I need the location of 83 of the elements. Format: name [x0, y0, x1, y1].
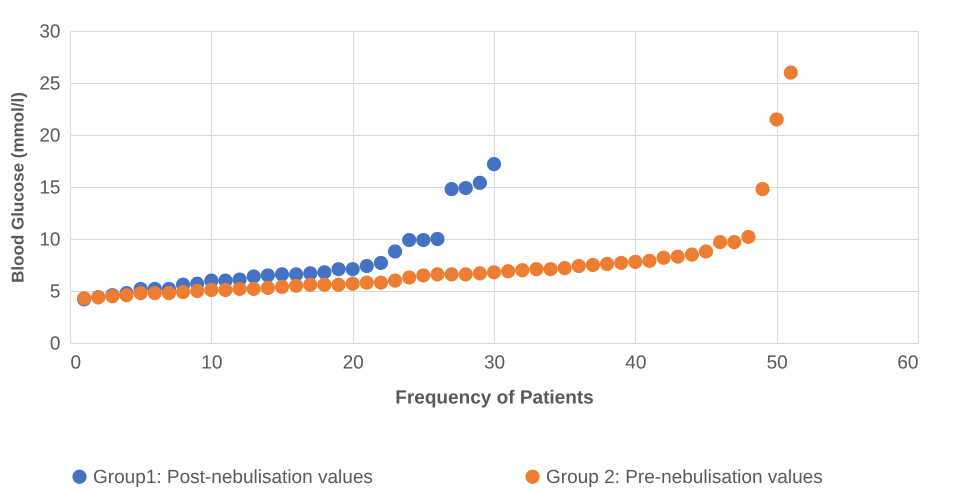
- point: [260, 268, 275, 282]
- legend-label: Group 2: Pre-nebulisation values: [546, 466, 823, 488]
- point: [458, 267, 473, 282]
- point: [558, 261, 572, 276]
- point: [472, 176, 487, 190]
- point: [501, 264, 516, 278]
- point: [274, 280, 290, 294]
- point: [388, 244, 402, 259]
- point: [162, 286, 176, 300]
- point: [572, 258, 586, 274]
- point: [232, 282, 247, 296]
- point: [360, 258, 374, 274]
- x-tick-label: 40: [625, 352, 646, 374]
- point: [486, 265, 502, 280]
- point: [374, 256, 388, 270]
- point: [402, 270, 416, 285]
- point: [656, 250, 671, 265]
- point: [204, 282, 218, 298]
- point: [331, 262, 346, 276]
- legend-label: Group1: Post-nebulisation values: [93, 466, 373, 488]
- point: [317, 265, 332, 280]
- point: [784, 66, 798, 80]
- x-tick-label: 0: [70, 352, 82, 374]
- point: [260, 280, 275, 295]
- point: [684, 248, 699, 262]
- y-tick-label: 0: [50, 334, 60, 354]
- x-tick-label: 60: [897, 352, 918, 374]
- y-tick-label: 25: [39, 74, 60, 94]
- y-tick-label: 15: [39, 178, 60, 198]
- point: [458, 180, 473, 196]
- point: [303, 266, 318, 280]
- point: [374, 276, 388, 290]
- point: [628, 254, 642, 269]
- point: [515, 263, 530, 278]
- point: [430, 267, 445, 282]
- point: [317, 278, 332, 292]
- point: [713, 235, 728, 250]
- point: [416, 232, 430, 248]
- y-tick-label: 5: [50, 282, 60, 302]
- point: [472, 266, 487, 280]
- point: [529, 262, 544, 276]
- point: [346, 262, 360, 276]
- point: [388, 274, 402, 288]
- point: [303, 278, 318, 292]
- x-tick-label: 50: [766, 352, 788, 374]
- point: [274, 267, 290, 282]
- point: [218, 282, 233, 298]
- point: [698, 244, 714, 259]
- y-tick-label: 10: [39, 230, 60, 250]
- point: [444, 267, 459, 282]
- point: [430, 232, 445, 246]
- point: [670, 250, 685, 264]
- point: [289, 267, 304, 282]
- point: [614, 256, 628, 270]
- x-tick-label: 10: [201, 352, 222, 374]
- point: [755, 182, 770, 196]
- point: [642, 254, 657, 268]
- point: [727, 235, 742, 250]
- point: [246, 269, 261, 284]
- y-axis-title: Blood Glucose (mmol/l): [8, 92, 28, 283]
- point: [416, 268, 430, 282]
- x-tick-label: 30: [484, 352, 506, 374]
- point: [586, 258, 600, 272]
- point: [600, 256, 614, 272]
- point: [289, 278, 304, 293]
- point: [331, 278, 346, 292]
- point: [190, 284, 204, 298]
- point: [444, 182, 459, 196]
- point: [360, 276, 374, 290]
- point: [486, 157, 502, 172]
- x-axis-title: Frequency of Patients: [395, 388, 594, 408]
- point: [176, 284, 190, 300]
- y-tick-label: 30: [39, 22, 60, 42]
- point: [741, 230, 756, 244]
- point: [346, 276, 360, 291]
- point: [246, 282, 261, 296]
- point: [770, 112, 784, 126]
- point: [402, 232, 416, 248]
- x-tick-label: 20: [342, 352, 364, 374]
- point: [148, 286, 162, 300]
- point: [543, 262, 558, 276]
- point: [134, 286, 148, 300]
- y-tick-label: 20: [39, 126, 60, 146]
